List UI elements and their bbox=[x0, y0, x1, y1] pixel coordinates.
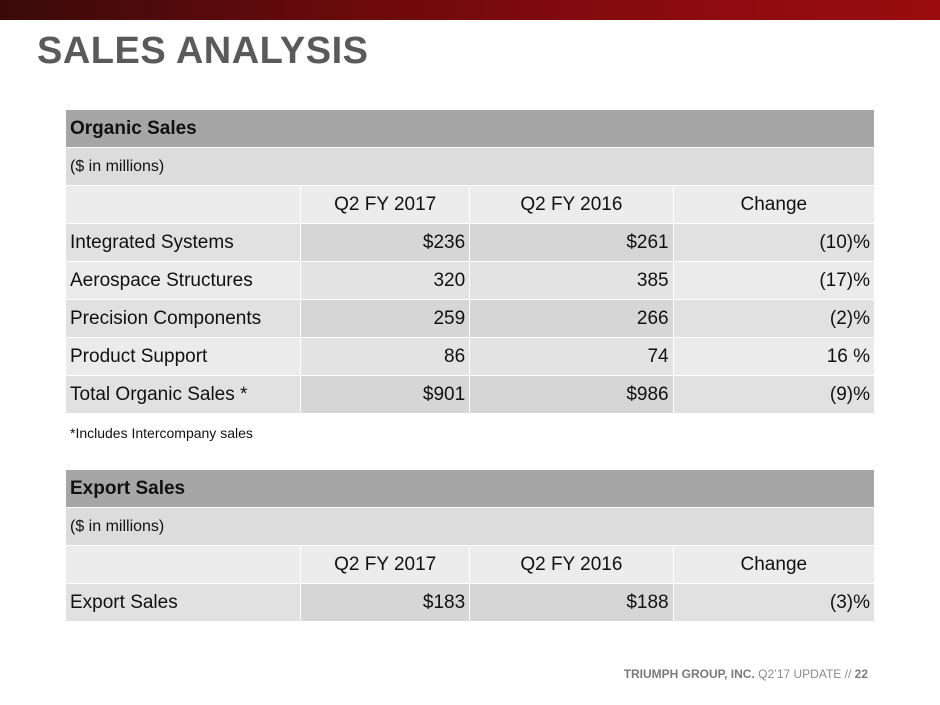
table-row: Aerospace Structures 320 385 (17)% bbox=[66, 261, 876, 300]
organic-col-q2-2017: Q2 FY 2017 bbox=[300, 185, 471, 224]
footnote-row: *Includes Intercompany sales bbox=[66, 413, 875, 452]
page-title: SALES ANALYSIS bbox=[37, 30, 369, 72]
export-unit-label: ($ in millions) bbox=[66, 507, 875, 546]
total-change: (9)% bbox=[673, 375, 876, 414]
row-change: (2)% bbox=[673, 299, 876, 338]
export-table-heading: Export Sales bbox=[66, 470, 875, 508]
organic-sales-table: Organic Sales ($ in millions) Q2 FY 2017… bbox=[66, 110, 876, 452]
row-label: Export Sales bbox=[66, 583, 302, 622]
footer-update: Q2’17 UPDATE // bbox=[758, 667, 852, 681]
row-q2-2017: 86 bbox=[300, 337, 471, 376]
footnote-blank bbox=[300, 413, 471, 452]
footnote-text: *Includes Intercompany sales bbox=[66, 413, 302, 452]
row-label: Product Support bbox=[66, 337, 302, 376]
total-label: Total Organic Sales * bbox=[66, 375, 302, 414]
table-row: Product Support 86 74 16 % bbox=[66, 337, 876, 376]
organic-unit-row: ($ in millions) bbox=[66, 147, 875, 186]
row-change: (3)% bbox=[673, 583, 876, 622]
export-sales-table: Export Sales ($ in millions) Q2 FY 2017 … bbox=[66, 470, 876, 622]
export-unit-row: ($ in millions) bbox=[66, 507, 875, 546]
row-q2-2016: 266 bbox=[469, 299, 674, 338]
organic-table-heading-row: Organic Sales bbox=[66, 110, 875, 148]
row-q2-2016: 74 bbox=[469, 337, 674, 376]
organic-table-heading: Organic Sales bbox=[66, 110, 875, 148]
row-q2-2016: 385 bbox=[469, 261, 674, 300]
row-q2-2017: $183 bbox=[300, 583, 471, 622]
total-row: Total Organic Sales * $901 $986 (9)% bbox=[66, 375, 876, 414]
organic-col-change: Change bbox=[673, 185, 876, 224]
row-change: 16 % bbox=[673, 337, 876, 376]
row-change: (10)% bbox=[673, 223, 876, 262]
table-row: Precision Components 259 266 (2)% bbox=[66, 299, 876, 338]
row-change: (17)% bbox=[673, 261, 876, 300]
table-row: Export Sales $183 $188 (3)% bbox=[66, 583, 876, 622]
row-q2-2016: $188 bbox=[469, 583, 674, 622]
footnote-blank bbox=[469, 413, 674, 452]
total-q2-2017: $901 bbox=[300, 375, 471, 414]
export-col-q2-2016: Q2 FY 2016 bbox=[469, 545, 674, 584]
row-q2-2017: 259 bbox=[300, 299, 471, 338]
export-column-header-row: Q2 FY 2017 Q2 FY 2016 Change bbox=[66, 545, 876, 584]
row-label: Aerospace Structures bbox=[66, 261, 302, 300]
slide-footer: TRIUMPH GROUP, INC. Q2’17 UPDATE // 22 bbox=[624, 667, 868, 681]
footer-company: TRIUMPH GROUP, INC. bbox=[623, 667, 755, 681]
total-q2-2016: $986 bbox=[469, 375, 674, 414]
row-q2-2017: $236 bbox=[300, 223, 471, 262]
footnote-blank bbox=[673, 413, 875, 452]
row-q2-2017: 320 bbox=[300, 261, 471, 300]
export-header-blank bbox=[66, 545, 302, 584]
export-col-q2-2017: Q2 FY 2017 bbox=[300, 545, 471, 584]
footer-page-number: 22 bbox=[854, 667, 868, 681]
table-row: Integrated Systems $236 $261 (10)% bbox=[66, 223, 876, 262]
export-table-heading-row: Export Sales bbox=[66, 470, 875, 508]
organic-unit-label: ($ in millions) bbox=[66, 147, 875, 186]
export-col-change: Change bbox=[673, 545, 876, 584]
row-q2-2016: $261 bbox=[469, 223, 674, 262]
organic-column-header-row: Q2 FY 2017 Q2 FY 2016 Change bbox=[66, 185, 876, 224]
organic-header-blank bbox=[66, 185, 302, 224]
row-label: Integrated Systems bbox=[66, 223, 302, 262]
organic-col-q2-2016: Q2 FY 2016 bbox=[469, 185, 674, 224]
row-label: Precision Components bbox=[66, 299, 302, 338]
top-accent-bar bbox=[0, 0, 940, 20]
